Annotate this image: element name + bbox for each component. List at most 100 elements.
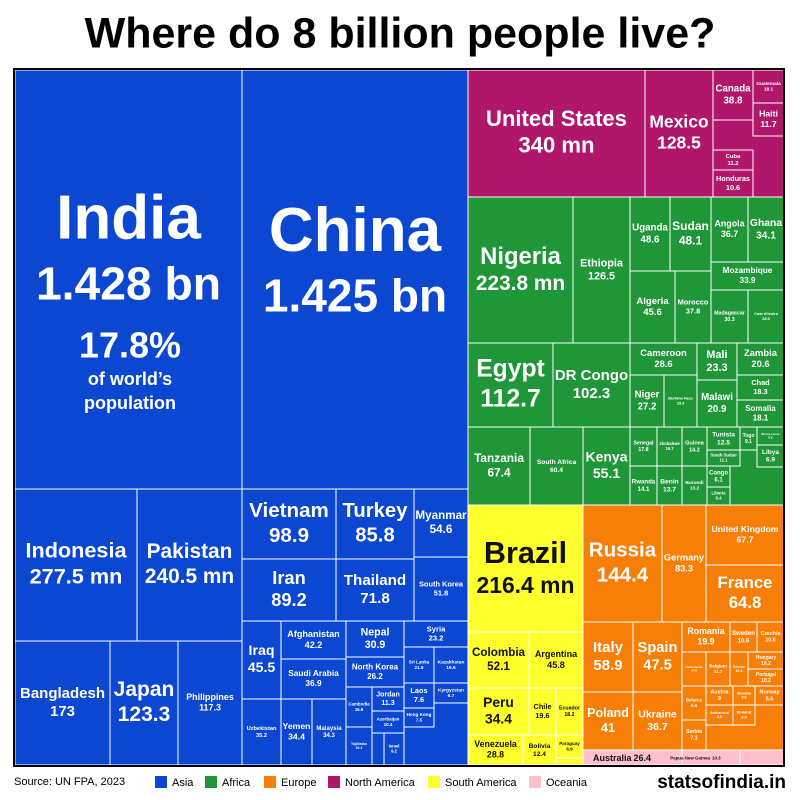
tile-value: 48.6 bbox=[641, 234, 661, 245]
legend-swatch bbox=[155, 776, 167, 788]
tile-label: Bolivia bbox=[529, 743, 551, 750]
tile-value: 37.8 bbox=[686, 306, 700, 315]
tile-value: 17.8 bbox=[638, 447, 648, 453]
tile bbox=[14, 488, 138, 642]
tile-label: Syria bbox=[427, 624, 446, 633]
tile-label: Thailand bbox=[344, 572, 406, 589]
tile bbox=[345, 620, 405, 658]
tile bbox=[14, 69, 243, 490]
tile-value: 58.9 bbox=[593, 657, 622, 674]
tile-label: France bbox=[718, 573, 773, 592]
tile-value: 10.5 bbox=[765, 638, 775, 644]
legend-label: South America bbox=[445, 777, 517, 789]
tile bbox=[732, 704, 756, 726]
tile-value: 126.5 bbox=[588, 270, 615, 282]
legend-label: Europe bbox=[281, 777, 316, 789]
tile-label: Colombia bbox=[472, 646, 526, 659]
tile-value: 28.8 bbox=[487, 750, 504, 760]
tile-label: Sweden bbox=[732, 630, 755, 637]
tile bbox=[403, 682, 435, 709]
tile-value: 6.9 bbox=[766, 457, 775, 464]
tile-value: 6.9 bbox=[566, 746, 573, 751]
tile-label: Sudan bbox=[672, 219, 709, 233]
tile-label: Tajikistan bbox=[351, 742, 367, 746]
tile-value: 36.7 bbox=[647, 722, 668, 733]
tile-value: 6.7 bbox=[448, 693, 455, 699]
tile-label: Togo bbox=[743, 433, 755, 439]
tile-label: Cote d'Ivoire bbox=[754, 311, 779, 316]
tile-value: 240.5 mn bbox=[145, 565, 234, 588]
tile-value: 8.8 bbox=[768, 436, 773, 440]
tile-label: Ethiopia bbox=[580, 257, 624, 269]
tile-label: South Korea bbox=[419, 579, 464, 588]
tile-label: Mozambique bbox=[723, 266, 773, 275]
tile-label: Argentina bbox=[535, 649, 578, 659]
tile bbox=[413, 488, 469, 558]
tile-label: Philippines bbox=[186, 692, 234, 702]
tile-value: 19.6 bbox=[535, 711, 549, 720]
tile bbox=[656, 426, 683, 467]
tile-label: Afghanistan bbox=[287, 629, 339, 639]
tile-value: 38.8 bbox=[724, 95, 744, 106]
tile-label: Benin bbox=[660, 478, 679, 485]
tile-value: 340 mn bbox=[519, 133, 595, 158]
tile bbox=[736, 342, 785, 376]
tile-label: Kenya bbox=[585, 448, 627, 464]
tile bbox=[403, 646, 435, 684]
tile bbox=[663, 374, 698, 428]
tile-label: Chile bbox=[534, 702, 552, 711]
tile-value: 34.1 bbox=[756, 230, 776, 241]
tile-value: 11.7 bbox=[760, 119, 777, 129]
tile-label: Nepal bbox=[361, 626, 390, 638]
tile-label: Germany bbox=[664, 552, 705, 562]
tile-value: 60.4 bbox=[550, 467, 563, 474]
tile bbox=[629, 374, 665, 428]
tile-label: Rwanda bbox=[632, 478, 656, 485]
tile-value: 85.8 bbox=[355, 525, 394, 547]
tile bbox=[467, 504, 584, 633]
treemap-border bbox=[13, 68, 785, 767]
tile-label: Switzerland bbox=[710, 711, 729, 715]
tile-label: Myanmar bbox=[415, 509, 467, 522]
tile bbox=[467, 734, 524, 766]
tile-label: Haiti bbox=[759, 109, 778, 119]
tile-label: United States bbox=[486, 106, 627, 131]
tile bbox=[241, 488, 337, 560]
tile-label: Niger bbox=[635, 390, 660, 401]
tile-value: 55.1 bbox=[593, 465, 620, 481]
tile-label: Canada bbox=[715, 84, 751, 95]
tile-value: 51.8 bbox=[434, 588, 448, 597]
tile-label: Sierra Leone bbox=[761, 432, 780, 436]
tile-value: 45.8 bbox=[547, 660, 565, 670]
tile-value: 144.4 bbox=[597, 563, 649, 586]
tile-label: Serbia bbox=[686, 729, 702, 735]
tile-label: Papua New Guinea bbox=[670, 756, 710, 761]
tile-value: 112.7 bbox=[480, 385, 540, 412]
tile-label: Cameroon bbox=[640, 347, 687, 358]
tile-label: Ghana bbox=[750, 218, 782, 229]
tile-value: 12.4 bbox=[533, 751, 546, 758]
tile-label: Angola bbox=[714, 219, 744, 229]
brand: statsofindia.in bbox=[657, 772, 786, 793]
tile-label: Cambodia bbox=[348, 702, 370, 707]
tile-label: Austria bbox=[711, 690, 729, 696]
tile bbox=[629, 270, 676, 344]
tile bbox=[747, 196, 785, 263]
tile-label: United Kingdom bbox=[711, 524, 778, 534]
tile-label: South Africa bbox=[537, 459, 577, 466]
tile-label: Bangladesh bbox=[20, 685, 105, 702]
tile-value: 10.3 bbox=[712, 756, 721, 761]
tile-value: 13.2 bbox=[690, 486, 700, 492]
tile-label: Saudi Arabia bbox=[288, 668, 339, 678]
tile-value: 11.2 bbox=[727, 161, 739, 167]
tile-value: 71.8 bbox=[360, 590, 390, 607]
tile-value: 10.2 bbox=[761, 661, 771, 667]
chart-title: Where do 8 billion people live? bbox=[85, 9, 716, 57]
tile-value: 14.2 bbox=[689, 447, 700, 453]
tile-label: Australia bbox=[593, 753, 633, 763]
tile-value: 5.8 bbox=[742, 696, 747, 700]
tile-label: Zimbabwe bbox=[659, 441, 680, 446]
tile-label: Madagascar bbox=[714, 311, 745, 317]
tile-label: Laos bbox=[410, 686, 427, 695]
